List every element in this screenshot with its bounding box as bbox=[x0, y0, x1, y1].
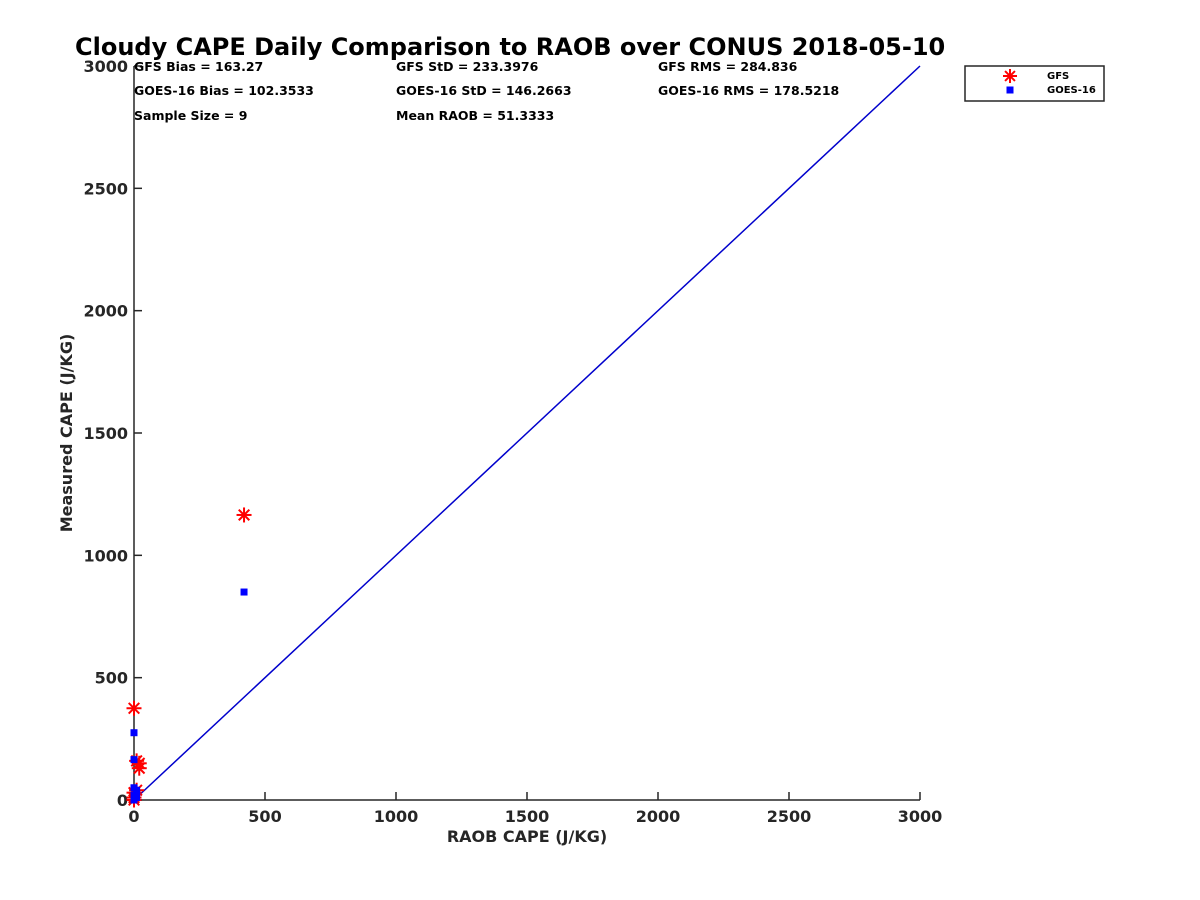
y-tick-label: 0 bbox=[117, 791, 128, 810]
goes16-point bbox=[133, 794, 141, 802]
goes16-point bbox=[130, 756, 138, 764]
stat-goes16-bias: GOES-16 Bias = 102.3533 bbox=[134, 83, 314, 98]
reference-line-group bbox=[133, 65, 921, 801]
y-tick-label: 1000 bbox=[83, 546, 128, 565]
stat-gfs-bias: GFS Bias = 163.27 bbox=[134, 59, 263, 74]
goes16-point bbox=[130, 729, 138, 737]
x-tick-label: 2000 bbox=[636, 807, 681, 826]
x-axis-label: RAOB CAPE (J/KG) bbox=[447, 827, 607, 846]
legend: GFS GOES-16 bbox=[964, 65, 1105, 102]
x-tick-label: 2500 bbox=[767, 807, 812, 826]
gfs-point bbox=[236, 507, 252, 523]
stat-sample-size: Sample Size = 9 bbox=[134, 108, 247, 123]
legend-gfs-marker bbox=[1003, 69, 1017, 83]
data-points bbox=[126, 507, 252, 808]
x-tick-label: 1000 bbox=[374, 807, 419, 826]
legend-asterisk-marker bbox=[1003, 69, 1017, 83]
stat-mean-raob: Mean RAOB = 51.3333 bbox=[396, 108, 554, 123]
x-tick-label: 1500 bbox=[505, 807, 550, 826]
legend-square-marker bbox=[1006, 86, 1014, 94]
stat-gfs-rms: GFS RMS = 284.836 bbox=[658, 59, 798, 74]
legend-goes16-label: GOES-16 bbox=[1047, 85, 1096, 96]
x-tick-label: 0 bbox=[128, 807, 139, 826]
chart-title: Cloudy CAPE Daily Comparison to RAOB ove… bbox=[75, 33, 945, 61]
y-tick-label: 500 bbox=[95, 669, 128, 688]
y-tick-label: 3000 bbox=[83, 57, 128, 76]
y-tick-label: 2000 bbox=[83, 302, 128, 321]
one-to-one-line bbox=[133, 65, 921, 801]
legend-gfs-label: GFS bbox=[1047, 71, 1069, 82]
stats-panel: GFS Bias = 163.27 GFS StD = 233.3976 GFS… bbox=[134, 59, 839, 123]
x-tick-label: 3000 bbox=[898, 807, 943, 826]
legend-box bbox=[964, 65, 1105, 102]
goes16-point bbox=[133, 786, 141, 794]
y-axis-label: Measured CAPE (J/KG) bbox=[57, 334, 76, 533]
stat-gfs-std: GFS StD = 233.3976 bbox=[396, 59, 539, 74]
plot-area: 0 500 1000 1500 2000 2500 3000 0 500 1000 1500 200… bbox=[83, 57, 942, 826]
x-tick-label: 500 bbox=[248, 807, 281, 826]
y-tick-label: 1500 bbox=[83, 424, 128, 443]
goes16-point bbox=[240, 588, 248, 596]
y-ticks: 0 500 1000 1500 2000 2500 3000 bbox=[83, 57, 142, 810]
legend-goes16-marker bbox=[1006, 86, 1014, 94]
x-ticks: 0 500 1000 1500 2000 2500 3000 bbox=[128, 792, 942, 826]
gfs-point bbox=[126, 700, 142, 716]
stat-goes16-rms: GOES-16 RMS = 178.5218 bbox=[658, 83, 839, 98]
y-tick-label: 2500 bbox=[83, 179, 128, 198]
stat-goes16-std: GOES-16 StD = 146.2663 bbox=[396, 83, 572, 98]
